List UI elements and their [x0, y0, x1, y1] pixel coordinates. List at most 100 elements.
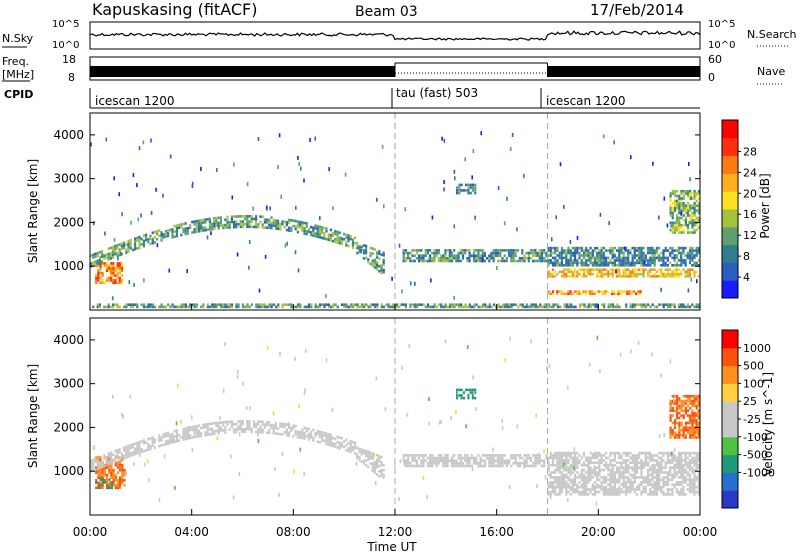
noise-cell	[191, 181, 194, 186]
echo-cell	[492, 464, 495, 468]
echo-cell	[474, 186, 477, 189]
echo-cell	[574, 256, 577, 260]
echo-cell	[635, 488, 639, 491]
echo-cell	[587, 303, 590, 306]
echo-cell	[286, 303, 289, 306]
echo-cell	[644, 259, 647, 262]
noise-cell	[133, 282, 135, 287]
echo-cell	[638, 272, 641, 276]
echo-cell	[358, 447, 361, 451]
echo-cell	[671, 211, 674, 215]
echo-cell	[569, 270, 572, 274]
echo-cell	[197, 230, 200, 233]
echo-cell	[235, 215, 238, 218]
echo-cell	[593, 451, 597, 455]
echo-cell	[114, 476, 117, 479]
noise-cell	[658, 215, 660, 220]
echo-cell	[158, 434, 161, 437]
echo-cell	[569, 249, 572, 252]
echo-cell	[574, 466, 577, 469]
echo-cell	[620, 264, 623, 267]
echo-cell	[378, 457, 381, 460]
echo-cell	[695, 192, 698, 195]
echo-cell	[693, 456, 696, 460]
echo-cell	[600, 268, 603, 271]
noise-cell	[238, 472, 241, 476]
echo-cell	[689, 189, 692, 193]
echo-cell	[631, 468, 634, 472]
echo-cell	[305, 435, 308, 438]
echo-cell	[241, 422, 244, 426]
echo-cell	[585, 485, 588, 489]
echo-cell	[263, 218, 266, 221]
echo-cell	[112, 481, 115, 485]
echo-cell	[219, 218, 222, 222]
echo-cell	[112, 267, 115, 270]
echo-cell	[556, 261, 559, 265]
echo-cell	[630, 292, 633, 296]
echo-cell	[444, 454, 447, 457]
echo-cell	[415, 249, 418, 252]
echo-cell	[215, 421, 218, 425]
echo-cell	[635, 466, 639, 469]
noise-cell	[688, 220, 690, 225]
echo-cell	[691, 409, 694, 412]
echo-cell	[633, 473, 636, 477]
echo-cell	[365, 459, 368, 462]
echo-cell	[673, 256, 676, 260]
echo-cell	[574, 246, 577, 250]
echo-cell	[112, 245, 115, 249]
echo-cell	[382, 254, 385, 257]
echo-cell	[543, 249, 546, 252]
echo-cell	[666, 490, 669, 494]
echo-cell	[565, 468, 568, 472]
echo-cell	[140, 237, 143, 241]
echo-cell	[105, 269, 108, 272]
echo-cell	[98, 261, 101, 264]
echo-cell	[455, 464, 458, 468]
echo-cell	[560, 292, 563, 296]
echo-cell	[444, 459, 447, 462]
echo-cell	[285, 433, 288, 437]
echo-cell	[622, 485, 625, 489]
echo-cell	[110, 279, 113, 282]
noise-cell	[651, 352, 653, 357]
noise-cell	[472, 375, 474, 380]
echo-cell	[299, 305, 302, 309]
echo-cell	[354, 444, 357, 447]
echo-cell	[633, 481, 636, 484]
echo-cell	[649, 488, 652, 491]
echo-cell	[358, 245, 361, 248]
echo-cell	[171, 305, 174, 309]
echo-cell	[563, 459, 566, 462]
echo-cell	[684, 223, 687, 227]
echo-cell	[549, 454, 552, 457]
echo-cell	[649, 259, 652, 262]
echo-cell	[684, 461, 687, 465]
echo-cell	[551, 456, 555, 460]
echo-cell	[378, 454, 381, 458]
echo-cell	[106, 484, 109, 487]
echo-cell	[319, 303, 322, 306]
echo-cell	[105, 461, 108, 464]
echo-cell	[538, 259, 541, 263]
echo-cell	[373, 460, 376, 464]
echo-cell	[602, 254, 605, 257]
echo-cell	[558, 478, 561, 482]
echo-cell	[547, 272, 550, 276]
echo-cell	[689, 206, 692, 210]
echo-cell	[404, 257, 407, 260]
echo-cell	[173, 224, 176, 228]
echo-cell	[549, 249, 552, 252]
echo-cell	[596, 268, 599, 271]
echo-cell	[554, 476, 557, 479]
echo-cell	[582, 476, 586, 479]
echo-cell	[239, 220, 242, 223]
echo-cell	[551, 275, 555, 278]
echo-cell	[464, 464, 467, 468]
echo-cell	[676, 219, 679, 222]
echo-cell	[467, 396, 470, 400]
echo-cell	[538, 257, 541, 260]
echo-cell	[382, 463, 385, 467]
echo-cell	[684, 192, 687, 195]
